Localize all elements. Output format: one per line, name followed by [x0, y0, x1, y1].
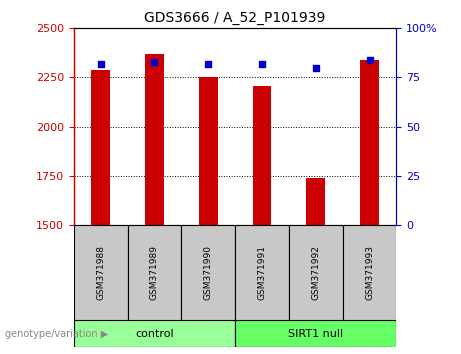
Text: SIRT1 null: SIRT1 null [288, 329, 343, 339]
Point [205, 61, 212, 67]
Point [366, 57, 373, 63]
Bar [360, 60, 379, 225]
Text: GSM371992: GSM371992 [311, 245, 320, 300]
FancyBboxPatch shape [343, 225, 396, 320]
Bar [145, 54, 164, 225]
Bar [253, 86, 272, 225]
Bar [91, 70, 110, 225]
Point [151, 59, 158, 64]
FancyBboxPatch shape [128, 225, 181, 320]
Title: GDS3666 / A_52_P101939: GDS3666 / A_52_P101939 [144, 11, 326, 24]
FancyBboxPatch shape [74, 225, 128, 320]
Text: GSM371989: GSM371989 [150, 245, 159, 300]
Text: GSM371993: GSM371993 [365, 245, 374, 300]
FancyBboxPatch shape [181, 225, 235, 320]
Point [312, 65, 319, 70]
Text: GSM371988: GSM371988 [96, 245, 105, 300]
Point [258, 61, 266, 67]
Text: GSM371991: GSM371991 [258, 245, 266, 300]
Text: GSM371990: GSM371990 [204, 245, 213, 300]
FancyBboxPatch shape [235, 320, 396, 347]
FancyBboxPatch shape [74, 320, 235, 347]
Point [97, 61, 104, 67]
Bar [307, 178, 325, 225]
Bar [199, 78, 218, 225]
Text: control: control [135, 329, 174, 339]
FancyBboxPatch shape [235, 225, 289, 320]
Text: genotype/variation ▶: genotype/variation ▶ [5, 329, 108, 339]
FancyBboxPatch shape [289, 225, 343, 320]
